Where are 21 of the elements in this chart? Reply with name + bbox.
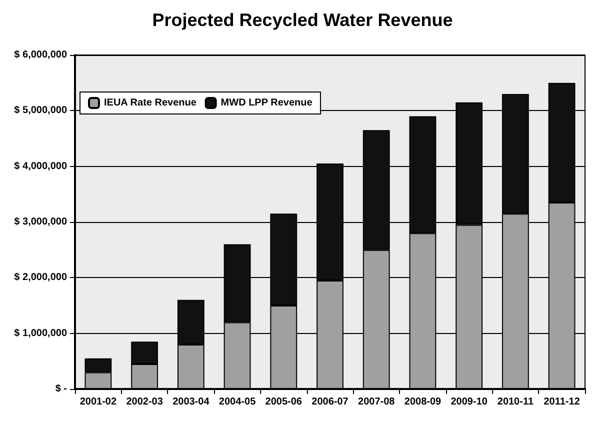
y-tick-label: $ 4,000,000 xyxy=(14,160,68,172)
legend-label: MWD LPP Revenue xyxy=(220,98,313,108)
x-tick-label: 2010-11 xyxy=(497,396,534,408)
x-tick-label: 2011-12 xyxy=(544,396,580,408)
x-tick-label: 2006-07 xyxy=(312,396,349,408)
y-tick-label: $ - xyxy=(55,384,67,394)
x-tick-label: 2001-02 xyxy=(80,396,117,408)
y-tick-label: $ 2,000,000 xyxy=(14,272,68,284)
x-tick-label: 2009-10 xyxy=(450,396,488,408)
x-tick-label: 2007-08 xyxy=(358,396,396,408)
y-tick-label: $ 3,000,000 xyxy=(14,216,68,228)
legend-label: IEUA Rate Revenue xyxy=(104,98,197,108)
x-tick-label: 2002-03 xyxy=(126,396,164,408)
x-tick-label: 2004-05 xyxy=(218,396,256,408)
y-tick-label: $ 6,000,000 xyxy=(14,50,68,60)
y-tick-label: $ 5,000,000 xyxy=(14,105,68,116)
chart-title: Projected Recycled Water Revenue xyxy=(152,10,453,30)
x-tick-label: 2003-04 xyxy=(172,396,210,408)
x-tick-label: 2008-09 xyxy=(404,396,442,408)
y-tick-label: $ 1,000,000 xyxy=(14,328,68,339)
x-tick-label: 2005-06 xyxy=(265,396,302,408)
